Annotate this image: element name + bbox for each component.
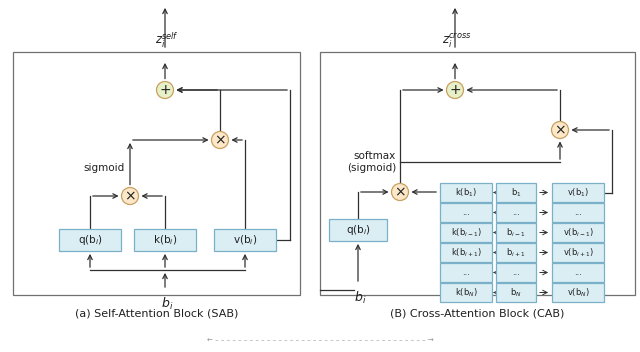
Circle shape <box>447 82 463 99</box>
Text: b$_{i+1}$: b$_{i+1}$ <box>506 246 525 259</box>
Bar <box>440 283 492 302</box>
Bar <box>440 183 492 202</box>
Bar <box>320 52 635 295</box>
Bar <box>496 223 536 242</box>
Bar <box>496 263 536 282</box>
Text: ×: × <box>214 133 226 147</box>
Text: ×: × <box>124 189 136 203</box>
Text: ...: ... <box>512 268 520 277</box>
Text: q(b$_i$): q(b$_i$) <box>77 233 102 247</box>
Text: b$_{i-1}$: b$_{i-1}$ <box>506 226 525 239</box>
Bar <box>552 263 604 282</box>
Circle shape <box>211 132 228 149</box>
Text: v(b$_N$): v(b$_N$) <box>566 286 589 299</box>
Bar <box>59 229 121 251</box>
Text: b$_i$: b$_i$ <box>161 296 173 312</box>
Bar <box>496 283 536 302</box>
Text: v(b$_{i-1}$): v(b$_{i-1}$) <box>563 226 593 239</box>
Text: ...: ... <box>574 208 582 217</box>
Circle shape <box>552 121 568 138</box>
Text: softmax
(sigmoid): softmax (sigmoid) <box>347 151 396 173</box>
Text: ...: ... <box>574 268 582 277</box>
Text: z$_i^{\mathregular{self}}$: z$_i^{\mathregular{self}}$ <box>155 31 179 50</box>
Text: z$_i^{\mathregular{cross}}$: z$_i^{\mathregular{cross}}$ <box>442 32 472 50</box>
Bar <box>552 283 604 302</box>
Text: +: + <box>449 83 461 97</box>
Text: ...: ... <box>462 268 470 277</box>
Bar <box>552 243 604 262</box>
Text: k(b$_{i-1}$): k(b$_{i-1}$) <box>451 226 481 239</box>
Text: k(b$_{i+1}$): k(b$_{i+1}$) <box>451 246 481 259</box>
Text: k(b$_i$): k(b$_i$) <box>153 233 177 247</box>
Bar <box>440 243 492 262</box>
Text: ×: × <box>394 185 406 199</box>
Circle shape <box>392 183 408 201</box>
Text: q(b$_i$): q(b$_i$) <box>346 223 371 237</box>
Text: k(b$_1$): k(b$_1$) <box>455 186 477 199</box>
Text: ...: ... <box>512 208 520 217</box>
Bar <box>496 183 536 202</box>
Bar <box>552 223 604 242</box>
Text: ...: ... <box>462 208 470 217</box>
Text: ← – – – – – – – – – – – – – – – – – – – – – – – – – – – – – – – – – – – – – →: ← – – – – – – – – – – – – – – – – – – – … <box>207 337 433 343</box>
Text: +: + <box>159 83 171 97</box>
Text: ×: × <box>554 123 566 137</box>
Bar <box>134 229 196 251</box>
Bar <box>496 203 536 222</box>
Text: v(b$_i$): v(b$_i$) <box>233 233 257 247</box>
Bar <box>440 223 492 242</box>
Text: v(b$_1$): v(b$_1$) <box>567 186 589 199</box>
Text: k(b$_N$): k(b$_N$) <box>454 286 477 299</box>
Bar <box>552 183 604 202</box>
Text: v(b$_{i+1}$): v(b$_{i+1}$) <box>563 246 593 259</box>
Bar <box>552 203 604 222</box>
Text: (B) Cross-Attention Block (CAB): (B) Cross-Attention Block (CAB) <box>390 308 564 318</box>
Text: (a) Self-Attention Block (SAB): (a) Self-Attention Block (SAB) <box>75 308 238 318</box>
Bar <box>329 219 387 241</box>
Bar <box>440 203 492 222</box>
Bar <box>440 263 492 282</box>
Text: sigmoid: sigmoid <box>84 163 125 173</box>
Text: b$_1$: b$_1$ <box>511 186 521 199</box>
Circle shape <box>157 82 173 99</box>
Circle shape <box>122 188 138 205</box>
Bar <box>496 243 536 262</box>
Bar <box>13 52 300 295</box>
Text: b$_i$: b$_i$ <box>354 290 366 306</box>
Text: b$_N$: b$_N$ <box>510 286 522 299</box>
Bar <box>214 229 276 251</box>
